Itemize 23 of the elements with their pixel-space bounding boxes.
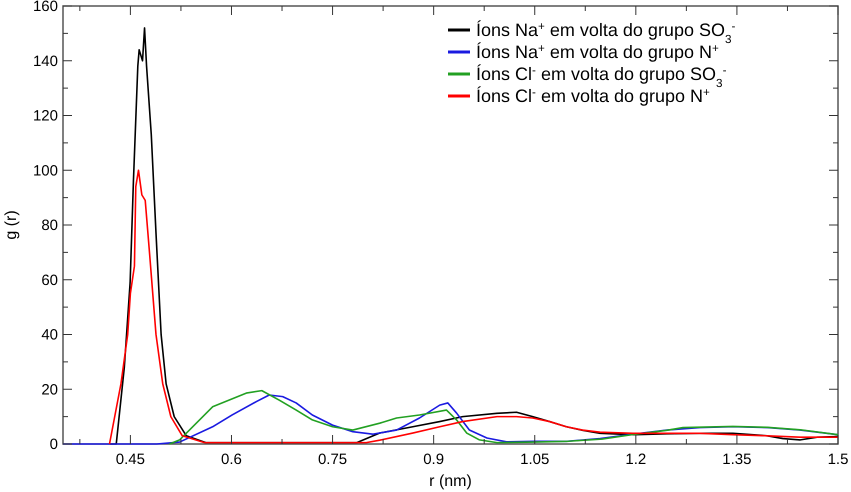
line-series [168, 390, 839, 445]
line-series [108, 169, 839, 445]
x-tick-label: 1.05 [520, 451, 550, 468]
y-tick-label: 140 [32, 52, 58, 70]
x-tick-label: 0.6 [221, 451, 242, 468]
legend-label: Íons Cl$^{-}$ em volta do grupo N$^{+}$ [476, 86, 710, 106]
y-tick-label: 40 [41, 326, 58, 344]
x-tick-label: 1.5 [828, 451, 848, 468]
y-tick-label: 80 [41, 217, 58, 234]
legend-label: Íons Na$^{+}$ em volta do grupo N$^{+}$ [476, 42, 719, 62]
y-axis-title: g (r) [3, 210, 20, 240]
x-tick-label: 0.45 [116, 451, 145, 468]
x-tick-label: 0.75 [318, 451, 348, 468]
y-tick-label: 120 [32, 108, 58, 124]
x-tick-label: 0.9 [423, 451, 444, 468]
y-tick-label: 160 [32, 0, 58, 15]
y-tick-label: 100 [32, 162, 58, 180]
x-tick-label: 1.2 [625, 451, 646, 468]
y-tick-label: 20 [41, 381, 58, 398]
x-tick-label: 1.35 [722, 451, 752, 468]
x-axis-title: r (nm) [429, 473, 472, 490]
y-tick-label: 60 [41, 272, 58, 289]
y-tick-label: 0 [50, 436, 58, 453]
